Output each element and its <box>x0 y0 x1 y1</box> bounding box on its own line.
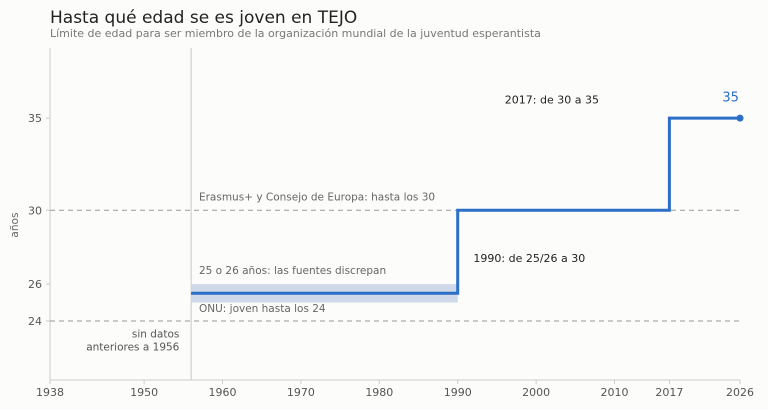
x-tick-label-2017: 2017 <box>655 386 683 399</box>
y-tick-label-24: 24 <box>28 315 42 328</box>
end-point-marker <box>736 114 744 122</box>
x-tick-label-1970: 1970 <box>287 386 315 399</box>
end-value-label: 35 <box>722 90 739 105</box>
reference-label-30: Erasmus+ y Consejo de Europa: hasta los … <box>199 191 435 203</box>
x-tick-label-2010: 2010 <box>601 386 629 399</box>
x-tick-label-1950: 1950 <box>130 386 158 399</box>
x-tick-label-1938: 1938 <box>36 386 64 399</box>
no-data-label-line2: anteriores a 1956 <box>86 341 179 353</box>
reference-label-24: ONU: joven hasta los 24 <box>199 303 326 315</box>
chart-title: Hasta qué edad se es joven en TEJO <box>50 8 358 28</box>
x-tick-label-1980: 1980 <box>365 386 393 399</box>
annotation-2017: 2017: de 30 a 35 <box>505 93 599 106</box>
y-tick-label-35: 35 <box>28 112 42 125</box>
y-tick-label-26: 26 <box>28 278 42 291</box>
chart-subtitle: Límite de edad para ser miembro de la or… <box>50 27 541 40</box>
x-tick-label-2026: 2026 <box>726 386 754 399</box>
age-limit-step-line <box>191 116 740 295</box>
x-tick-label-1960: 1960 <box>209 386 237 399</box>
y-axis-label: años <box>9 213 21 238</box>
band-label: 25 o 26 años: las fuentes discrepan <box>199 265 386 277</box>
y-tick-label-30: 30 <box>28 204 42 217</box>
annotation-1990: 1990: de 25/26 a 30 <box>473 252 585 265</box>
x-tick-label-2000: 2000 <box>522 386 550 399</box>
no-data-label-line1: sin datos <box>132 329 180 341</box>
x-tick-label-1990: 1990 <box>444 386 472 399</box>
